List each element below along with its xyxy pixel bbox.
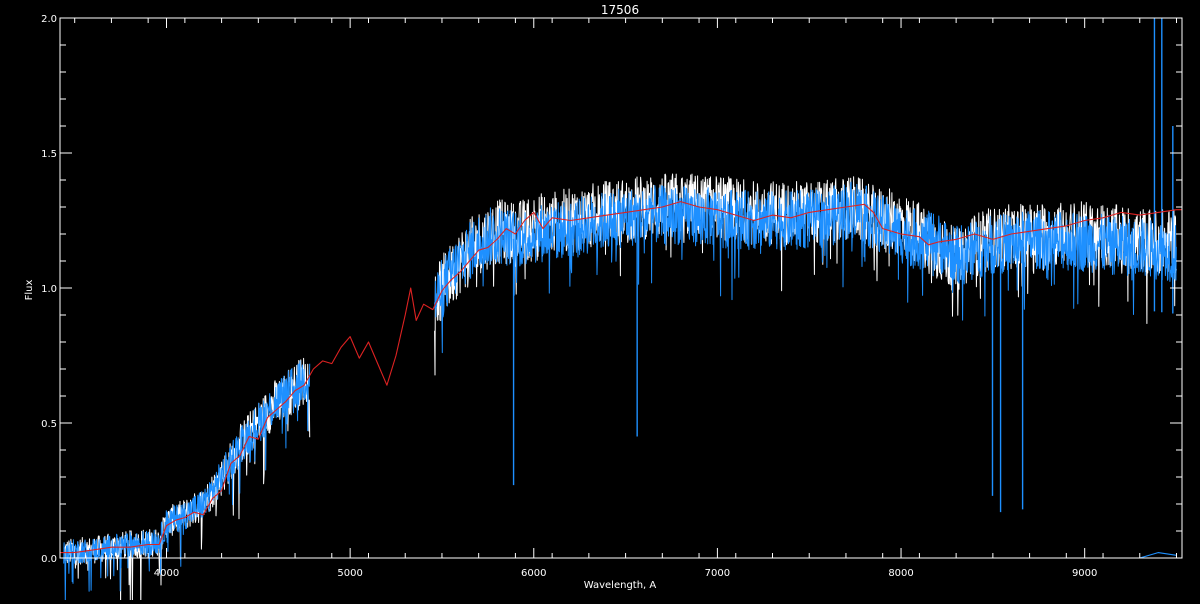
x-tick-label: 7000 <box>705 568 730 579</box>
x-tick-label: 9000 <box>1072 568 1097 579</box>
y-tick-label: 1.5 <box>41 149 57 160</box>
series-smoothed-segment-0 <box>60 201 1182 554</box>
y-tick-label: 1.0 <box>41 284 57 295</box>
series-smoothed <box>60 201 1182 554</box>
x-tick-label: 5000 <box>337 568 362 579</box>
y-tick-label: 0.5 <box>41 419 57 430</box>
x-tick-label: 6000 <box>521 568 546 579</box>
series-observed-segment-1 <box>434 173 1177 376</box>
x-tick-label: 4000 <box>154 568 179 579</box>
axes: 4000 5000 6000 7000 8000 9000 0.0 0.5 1.0 1.5 2.0 <box>41 14 1183 579</box>
series-model-segment-1 <box>434 181 1177 354</box>
plot-area <box>60 18 1182 604</box>
series-error-segment-1 <box>434 552 1177 559</box>
y-tick-label: 2.0 <box>41 14 57 25</box>
chart-title: 17506 <box>601 3 639 17</box>
y-tick-label: 0.0 <box>41 554 57 565</box>
y-axis-label: Flux <box>24 280 35 301</box>
series-model <box>63 18 1177 604</box>
x-tick-label: 8000 <box>888 568 913 579</box>
x-axis-label: Wavelength, A <box>584 580 657 591</box>
series-error <box>63 552 1177 559</box>
